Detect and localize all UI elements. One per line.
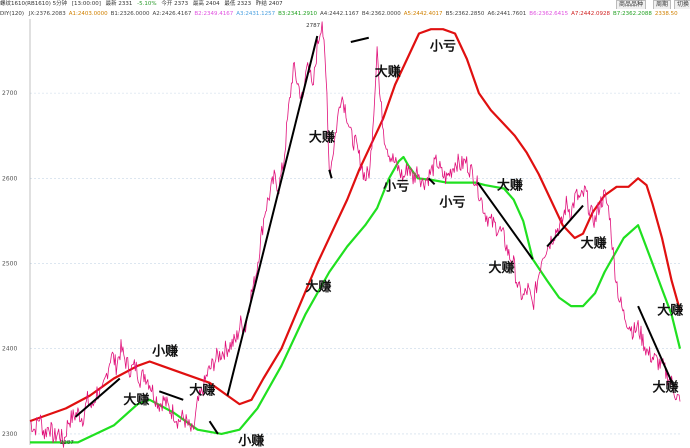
trend-line: [158, 390, 184, 401]
period-button[interactable]: 周期: [653, 0, 672, 9]
price-chart[interactable]: 2300240025002600270027872287小赚大赚大赚小赚大赚大赚…: [0, 19, 690, 448]
open-price: 今开 2373: [161, 1, 189, 7]
trend-line: [476, 182, 534, 260]
trade-annotation: 大赚: [189, 383, 215, 399]
indicator-value: B7:2362.2088: [613, 11, 652, 17]
switch-button[interactable]: 切换: [674, 0, 690, 9]
product-button[interactable]: 商品品种: [616, 0, 647, 9]
indicator-value: B2:2349.4167: [194, 11, 234, 17]
trade-annotation: 大赚: [652, 379, 678, 395]
latest-price: 最新 2331: [105, 1, 133, 7]
trend-line: [546, 204, 584, 248]
indicator-name: DIY(120): [0, 11, 25, 17]
indicator-values: JX:2376.2083 A1:2403.0000 B1:2326.0000 A2:2…: [29, 11, 681, 17]
trade-annotation: 大赚: [497, 177, 523, 193]
indicator-value: A6:2441.7601: [487, 11, 527, 17]
trade-annotation: 大赚: [581, 235, 607, 251]
indicator-value: B3:2341.2910: [278, 11, 317, 17]
y-tick-label: 2300: [2, 431, 17, 438]
indicator-value: B6:2362.6415: [529, 11, 569, 17]
trade-annotation: 大赚: [123, 392, 149, 408]
low-price: 最低 2323: [224, 1, 252, 7]
ma-fast-series: [30, 155, 682, 444]
trend-line: [427, 177, 436, 185]
y-tick-label: 2400: [2, 346, 17, 353]
y-tick-label: 2600: [2, 175, 17, 182]
trade-annotation: 大赚: [657, 303, 683, 319]
ma-slow-series: [29, 28, 682, 423]
change-percent: -5.10%: [137, 1, 157, 7]
trend-line: [74, 377, 121, 418]
low-mark-label: 2287: [60, 440, 74, 446]
trend-line: [350, 36, 369, 43]
indicator-value: A5:2442.4017: [403, 11, 443, 17]
indicator-value: B4:2362.0000: [361, 11, 401, 17]
settle-price: 昨结 2407: [255, 1, 283, 7]
trade-annotation: 大赚: [375, 64, 401, 80]
trend-line: [208, 420, 219, 435]
indicator-value: JX:2376.2083: [28, 11, 66, 17]
indicator-bar: DIY(120) JX:2376.2083 A1:2403.0000 B1:2326…: [0, 9, 690, 19]
trend-line: [328, 169, 333, 179]
y-tick-label: 2500: [2, 261, 17, 268]
price-series: [29, 21, 681, 448]
y-tick-label: 2700: [2, 90, 17, 97]
indicator-value: B1:2326.0000: [110, 11, 150, 17]
indicator-value: A1:2403.0000: [68, 11, 108, 17]
trade-annotation: 大赚: [305, 279, 331, 295]
indicator-value: A7:2442.0928: [571, 11, 611, 17]
trade-annotation: 小亏: [430, 40, 456, 55]
indicator-value: A2:2426.4167: [152, 11, 192, 17]
indicator-value: 2338.50: [654, 11, 678, 17]
high-price: 最高 2404: [192, 1, 220, 7]
trade-annotation: 小赚: [238, 433, 264, 448]
trade-annotation: 大赚: [309, 130, 335, 146]
indicator-value: B5:2362.2850: [445, 11, 485, 17]
indicator-value: A3:2431.1257: [236, 11, 276, 17]
trade-annotation: 小赚: [152, 344, 178, 360]
symbol-label: 螺纹1610(RB1610) 5分钟: [0, 1, 68, 7]
indicator-value: A4:2442.1167: [319, 11, 359, 17]
high-mark-label: 2787: [306, 23, 320, 29]
trade-annotation: 小亏: [383, 179, 409, 194]
quote-header: 螺纹1610(RB1610) 5分钟 [13:00:00] 最新 2331 -5…: [0, 0, 690, 9]
trade-annotation: 大赚: [488, 260, 514, 276]
trend-line: [637, 305, 675, 388]
trend-line: [226, 35, 319, 396]
trade-annotation: 小亏: [439, 195, 465, 210]
time-label: [13:00:00]: [71, 1, 101, 7]
